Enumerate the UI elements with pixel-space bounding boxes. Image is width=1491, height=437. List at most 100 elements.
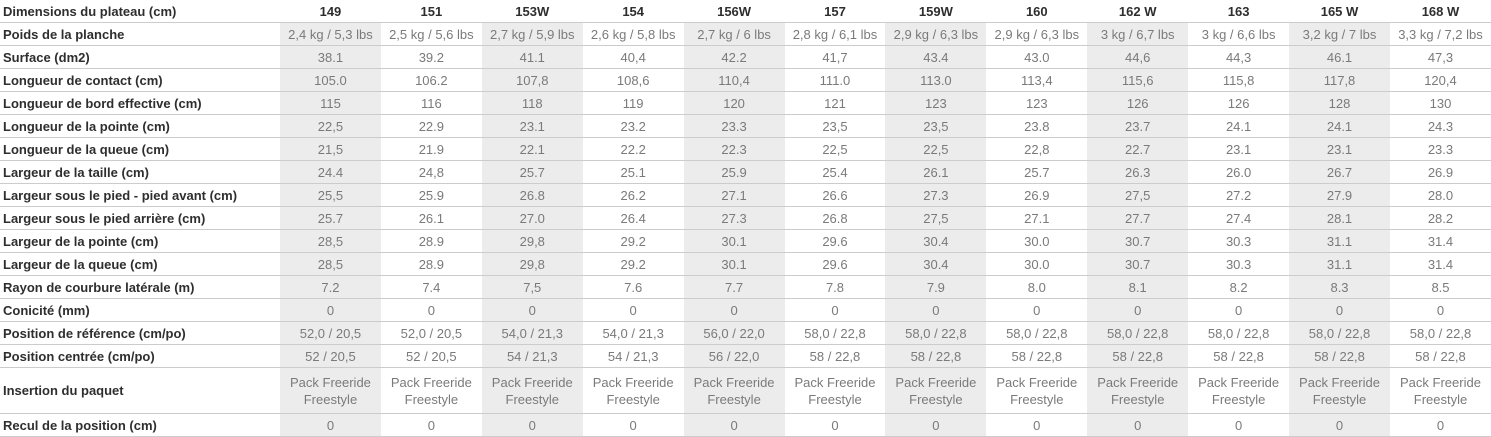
table-cell: 105.0 (280, 68, 381, 92)
table-cell: 0 (380, 298, 482, 322)
table-cell: 29.6 (784, 252, 886, 276)
table-cell: 43.4 (885, 45, 987, 69)
table-cell: 118 (481, 91, 583, 115)
table-cell: 117,8 (1289, 68, 1390, 92)
table-cell: 22.7 (1087, 137, 1189, 161)
table-cell: 7.9 (885, 275, 987, 299)
table-cell: 46.1 (1289, 45, 1390, 69)
table-cell: 58 / 22,8 (1087, 344, 1189, 368)
table-cell: 120,4 (1389, 68, 1491, 92)
table-cell: 47,3 (1389, 45, 1491, 69)
table-cell: 25.4 (784, 160, 886, 184)
table-cell: 0 (582, 298, 684, 322)
table-cell: Pack Freeride Freestyle (784, 367, 886, 414)
table-cell: 24.4 (280, 160, 381, 184)
table-cell: 0 (1087, 298, 1189, 322)
table-cell: 28.2 (1389, 206, 1491, 230)
table-cell: 39.2 (380, 45, 482, 69)
table-cell: 0 (885, 298, 987, 322)
table-row: Largeur de la pointe (cm) 28,5 28.9 29,8 29.… (0, 229, 1491, 253)
table-cell: 120 (683, 91, 785, 115)
table-row: Largeur sous le pied arrière (cm) 25.7 26.… (0, 206, 1491, 230)
row-label: Largeur de la queue (cm) (0, 252, 280, 276)
table-cell: 42.2 (683, 45, 785, 69)
table-cell: 3,3 kg / 7,2 lbs (1389, 22, 1491, 46)
table-cell: 23.8 (986, 114, 1088, 138)
row-label: Insertion du paquet (0, 367, 280, 414)
row-label: Longueur de la pointe (cm) (0, 114, 280, 138)
table-cell: 22.2 (582, 137, 684, 161)
table-cell: 0 (582, 413, 684, 437)
table-cell: 0 (1389, 298, 1491, 322)
table-cell: 121 (784, 91, 886, 115)
table-row: Largeur de la taille (cm) 24.4 24,8 25.7 25.… (0, 160, 1491, 184)
table-row: Longueur de bord effective (cm) 115 116 118… (0, 91, 1491, 115)
table-cell: 31.4 (1389, 229, 1491, 253)
table-cell: 27.2 (1188, 183, 1290, 207)
table-cell: 26.1 (885, 160, 987, 184)
table-cell: 52 / 20,5 (380, 344, 482, 368)
column-header-151: 151 (380, 0, 482, 23)
table-cell: 0 (280, 413, 381, 437)
table-cell: Pack Freeride Freestyle (1087, 367, 1189, 414)
table-cell: 24.1 (1289, 114, 1390, 138)
table-cell: 29.2 (582, 252, 684, 276)
column-header-163: 163 (1188, 0, 1290, 23)
table-cell: 111.0 (784, 68, 886, 92)
table-row: Conicité (mm) 0 0 0 0 0 0 0 0 0 0 0 0 (0, 298, 1491, 322)
row-label: Largeur de la pointe (cm) (0, 229, 280, 253)
table-cell: 2,7 kg / 5,9 lbs (481, 22, 583, 46)
column-header-159w: 159W (885, 0, 987, 23)
row-label: Poids de la planche (0, 22, 280, 46)
table-cell: 27,5 (1087, 183, 1189, 207)
table-cell: 22,8 (986, 137, 1088, 161)
table-cell: 23.3 (1389, 137, 1491, 161)
table-cell: 52,0 / 20,5 (280, 321, 381, 345)
table-cell: 21.9 (380, 137, 482, 161)
table-cell: 0 (1087, 413, 1189, 437)
table-cell: 54 / 21,3 (481, 344, 583, 368)
table-cell: 58 / 22,8 (1389, 344, 1491, 368)
table-cell: 8.5 (1389, 275, 1491, 299)
table-cell: 0 (380, 413, 482, 437)
table-cell: 58,0 / 22,8 (1188, 321, 1290, 345)
table-cell: 30.7 (1087, 252, 1189, 276)
table-row: Position de référence (cm/po) 52,0 / 20,5… (0, 321, 1491, 345)
table-cell: 22,5 (784, 137, 886, 161)
table-cell: 29,8 (481, 252, 583, 276)
table-cell: 113.0 (885, 68, 987, 92)
table-cell: 54 / 21,3 (582, 344, 684, 368)
table-cell: 3 kg / 6,7 lbs (1087, 22, 1189, 46)
table-cell: 30.1 (683, 252, 785, 276)
column-header-149: 149 (280, 0, 381, 23)
table-cell: 8.3 (1289, 275, 1390, 299)
column-header-157: 157 (784, 0, 886, 23)
table-body: Poids de la planche 2,4 kg / 5,3 lbs 2,5 k… (0, 22, 1491, 437)
table-cell: 23.1 (1289, 137, 1390, 161)
table-cell: 52,0 / 20,5 (380, 321, 482, 345)
table-cell: 41,7 (784, 45, 886, 69)
table-cell: 107,8 (481, 68, 583, 92)
column-header-154: 154 (582, 0, 684, 23)
table-cell: 23,5 (784, 114, 886, 138)
table-cell: Pack Freeride Freestyle (582, 367, 684, 414)
row-label: Largeur sous le pied arrière (cm) (0, 206, 280, 230)
table-cell: 27.3 (683, 206, 785, 230)
row-label: Largeur sous le pied - pied avant (cm) (0, 183, 280, 207)
table-cell: 24.3 (1389, 114, 1491, 138)
table-row: Insertion du paquet Pack Freeride Freesty… (0, 367, 1491, 414)
table-cell: 8.0 (986, 275, 1088, 299)
table-cell: 2,6 kg / 5,8 lbs (582, 22, 684, 46)
table-cell: 30.7 (1087, 229, 1189, 253)
row-label: Surface (dm2) (0, 45, 280, 69)
header-row: Dimensions du plateau (cm) 149 151 153W 154… (0, 0, 1491, 23)
table-cell: 2,9 kg / 6,3 lbs (986, 22, 1088, 46)
table-cell: 0 (1389, 413, 1491, 437)
table-cell: 27.3 (885, 183, 987, 207)
table-row: Longueur de la pointe (cm) 22,5 22.9 23.1 23… (0, 114, 1491, 138)
table-cell: 22,5 (885, 137, 987, 161)
table-cell: 0 (986, 298, 1088, 322)
table-cell: 41.1 (481, 45, 583, 69)
table-cell: 3,2 kg / 7 lbs (1289, 22, 1390, 46)
